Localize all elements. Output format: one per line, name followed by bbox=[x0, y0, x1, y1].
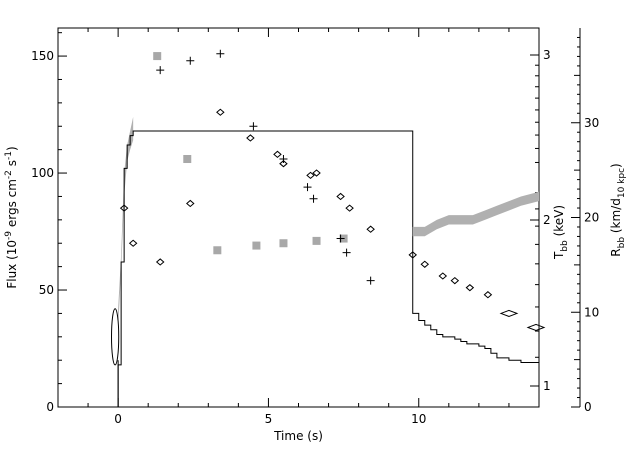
y-tick-label: 150 bbox=[31, 49, 54, 63]
tbb-axis-label-part: T bbox=[552, 251, 566, 260]
diamond-marker bbox=[246, 134, 255, 142]
diamond-marker bbox=[336, 192, 345, 201]
plus-marker bbox=[366, 276, 375, 285]
diamond-marker bbox=[420, 260, 430, 268]
flux-step-line bbox=[112, 130, 539, 408]
flux-error-band bbox=[118, 116, 134, 328]
diamond-marker bbox=[312, 169, 321, 177]
y-axis-label-part: s bbox=[5, 160, 19, 170]
plus-marker bbox=[336, 234, 345, 243]
tbb-axis-label: Tbb (keV) bbox=[552, 205, 570, 260]
diamond-marker bbox=[306, 171, 315, 180]
rbb-tick-label: 30 bbox=[584, 116, 599, 130]
x-tick-label: 0 bbox=[114, 412, 122, 426]
rbb-tick-label: 20 bbox=[584, 211, 599, 225]
plus-marker bbox=[249, 122, 258, 131]
diamond-marker bbox=[483, 291, 493, 299]
y-axis-label-part: -9 bbox=[4, 231, 14, 240]
tbb-tick-label: 2 bbox=[543, 213, 551, 227]
tbb-axis-label-part: (keV) bbox=[552, 205, 566, 240]
plus-marker bbox=[156, 66, 165, 75]
diamond-marker bbox=[155, 258, 165, 266]
diamond-marker bbox=[186, 199, 195, 208]
y-axis-label: Flux (10-9 ergs cm-2 s-1) bbox=[4, 146, 19, 288]
flux-early-ellipse bbox=[111, 308, 120, 366]
y-axis-label-part: ) bbox=[5, 146, 19, 151]
diamond-marker bbox=[526, 323, 546, 331]
y-tick-label: 0 bbox=[46, 400, 54, 414]
diamond-marker bbox=[499, 309, 519, 317]
diamond-marker bbox=[119, 204, 129, 212]
axes bbox=[57, 27, 581, 408]
rbb-axis-label-part: R bbox=[609, 248, 623, 256]
diamond-marker bbox=[465, 284, 475, 292]
y-tick-label: 50 bbox=[39, 283, 54, 297]
y-axis-label-part: -2 bbox=[4, 170, 14, 179]
rbb-tick-label: 10 bbox=[584, 305, 599, 319]
plus-marker bbox=[186, 56, 195, 65]
tbb-tick-label: 1 bbox=[543, 379, 551, 393]
y-axis-label-part: -1 bbox=[4, 151, 14, 160]
y-axis-label-part: Flux (10 bbox=[5, 240, 19, 289]
temperature-error-band bbox=[412, 191, 539, 237]
x-axis-label: Time (s) bbox=[273, 429, 323, 443]
diamond-marker bbox=[128, 239, 138, 247]
plus-marker bbox=[309, 194, 318, 203]
temperature-marker bbox=[279, 239, 288, 248]
rbb-tick-label: 0 bbox=[584, 400, 592, 414]
data-marks bbox=[111, 49, 546, 408]
diamond-marker bbox=[408, 251, 418, 259]
rbb-axis-label-part: (km/d bbox=[609, 198, 623, 237]
tbb-tick-label: 3 bbox=[543, 48, 551, 62]
plus-marker bbox=[303, 183, 312, 192]
temperature-marker bbox=[213, 246, 222, 255]
diamond-marker bbox=[438, 272, 448, 280]
tbb-axis-label-part: bb bbox=[560, 240, 570, 252]
temperature-marker bbox=[312, 236, 321, 245]
diamond-marker bbox=[279, 160, 288, 168]
x-tick-label: 10 bbox=[411, 412, 426, 426]
y-axis-label-part: ergs cm bbox=[5, 179, 19, 231]
diamond-marker bbox=[273, 150, 282, 158]
temperature-marker bbox=[183, 155, 192, 164]
x-tick-label: 5 bbox=[265, 412, 273, 426]
diamond-marker bbox=[345, 204, 354, 212]
temperature-marker bbox=[252, 241, 261, 250]
plus-marker bbox=[342, 248, 351, 257]
plus-marker bbox=[216, 49, 225, 58]
temperature-marker bbox=[153, 52, 162, 61]
plus-marker bbox=[279, 155, 288, 164]
y-tick-label: 100 bbox=[31, 166, 54, 180]
rbb-axis-label-part: ) bbox=[609, 163, 623, 168]
rbb-axis-label-part: 10 kpc bbox=[617, 168, 627, 198]
diamond-marker bbox=[450, 277, 460, 285]
rbb-axis-label-part: bb bbox=[617, 237, 627, 249]
diamond-marker bbox=[366, 225, 375, 233]
rbb-axis-label: Rbb (km/d10 kpc) bbox=[609, 163, 627, 256]
diamond-marker bbox=[216, 108, 225, 116]
